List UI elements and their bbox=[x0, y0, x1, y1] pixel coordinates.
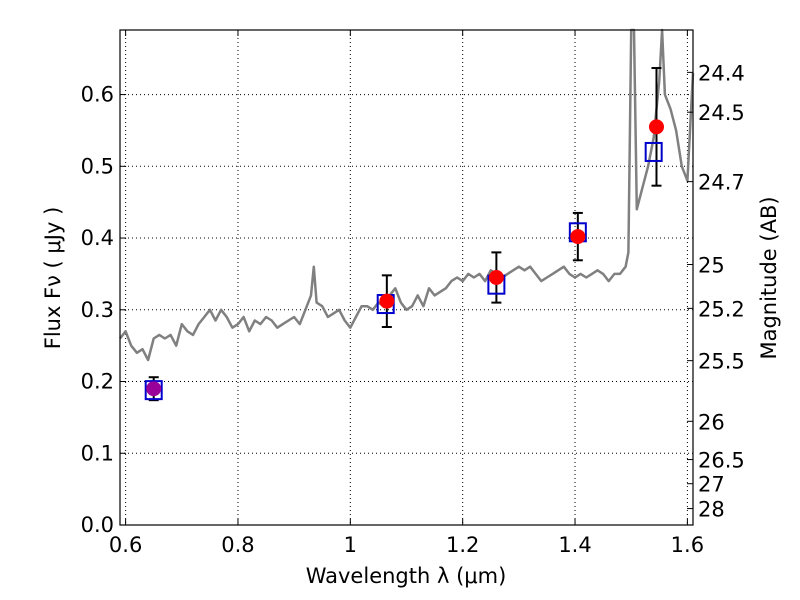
mag-tick-label: 24.7 bbox=[698, 171, 745, 195]
x-axis-title: Wavelength λ (μm) bbox=[306, 564, 507, 588]
grid-layer bbox=[120, 30, 693, 526]
mag-tick-label: 26 bbox=[698, 410, 725, 434]
spectrum-line bbox=[119, 28, 695, 362]
x-axis: 0.6 0.8 1 1.2 1.4 1.6 bbox=[109, 30, 704, 557]
y-tick-label: 0.2 bbox=[81, 370, 114, 394]
spectrum-layer bbox=[119, 28, 695, 362]
x-tick-label: 1 bbox=[344, 533, 357, 557]
observed-point bbox=[379, 293, 395, 309]
x-tick-label: 0.6 bbox=[109, 533, 142, 557]
mag-tick-label: 24.4 bbox=[698, 61, 745, 85]
y-tick-label: 0.0 bbox=[81, 513, 114, 537]
y-tick-label: 0.1 bbox=[81, 441, 114, 465]
mag-tick-label: 27 bbox=[698, 473, 725, 497]
y-axis-left: 0.0 0.1 0.2 0.3 0.4 0.5 0.6 bbox=[81, 83, 126, 537]
y-axis-title-right: Magnitude (AB) bbox=[757, 196, 781, 359]
x-tick-label: 1.2 bbox=[446, 533, 479, 557]
y-tick-label: 0.4 bbox=[81, 226, 114, 250]
mag-tick-label: 24.5 bbox=[698, 101, 745, 125]
y-tick-label: 0.3 bbox=[81, 298, 114, 322]
x-tick-label: 0.8 bbox=[221, 533, 254, 557]
x-tick-label: 1.4 bbox=[558, 533, 591, 557]
model-square bbox=[144, 380, 163, 401]
y-tick-label: 0.6 bbox=[81, 83, 114, 107]
mag-tick-label: 25 bbox=[698, 254, 725, 278]
y-tick-label: 0.5 bbox=[81, 154, 114, 178]
observed-point bbox=[648, 119, 664, 135]
mag-tick-label: 26.5 bbox=[698, 449, 745, 473]
observed-point bbox=[570, 229, 586, 245]
x-tick-label: 1.6 bbox=[671, 533, 704, 557]
mag-tick-label: 25.2 bbox=[698, 297, 745, 321]
points-layer bbox=[144, 67, 664, 402]
observed-point bbox=[488, 270, 504, 285]
observed-point bbox=[146, 381, 162, 397]
model-square bbox=[644, 141, 663, 162]
y-axis-title-left: Flux Fν ( μJy ) bbox=[41, 207, 65, 350]
plot-frame bbox=[119, 29, 694, 526]
mag-tick-label: 25.5 bbox=[698, 350, 745, 374]
mag-tick-label: 28 bbox=[698, 498, 725, 522]
